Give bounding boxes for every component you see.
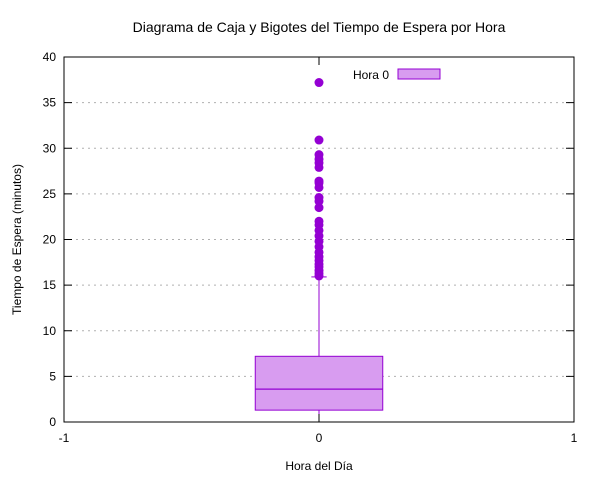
x-tick-label: 0 — [316, 431, 323, 445]
outlier-point — [314, 203, 324, 213]
outlier-point — [314, 176, 324, 186]
outlier-point — [314, 150, 324, 160]
x-axis-title: Hora del Día — [285, 459, 353, 473]
y-tick-label: 10 — [43, 324, 57, 338]
y-tick-label: 25 — [43, 187, 57, 201]
y-axis-title: Tiempo de Espera (minutos) — [10, 164, 24, 315]
box-layer — [254, 78, 384, 423]
x-tick-label: 1 — [571, 431, 578, 445]
y-tick-label: 20 — [43, 233, 57, 247]
y-tick-label: 15 — [43, 278, 57, 292]
outlier-point — [314, 193, 324, 203]
x-tick-label: -1 — [59, 431, 70, 445]
y-tick-label: 40 — [43, 50, 57, 64]
outlier-point — [314, 216, 324, 226]
chart-title: Diagrama de Caja y Bigotes del Tiempo de… — [133, 19, 506, 35]
grid-lines — [64, 102, 574, 377]
legend-swatch — [397, 68, 441, 80]
legend: Hora 0 — [353, 68, 441, 82]
legend-label: Hora 0 — [353, 68, 389, 82]
y-tick-label: 35 — [43, 96, 57, 110]
box-iqr — [254, 355, 384, 411]
y-tick-label: 30 — [43, 141, 57, 155]
y-tick-label: 0 — [49, 415, 56, 429]
outlier-point — [314, 78, 324, 88]
y-tick-label: 5 — [49, 369, 56, 383]
outlier-point — [314, 135, 324, 145]
